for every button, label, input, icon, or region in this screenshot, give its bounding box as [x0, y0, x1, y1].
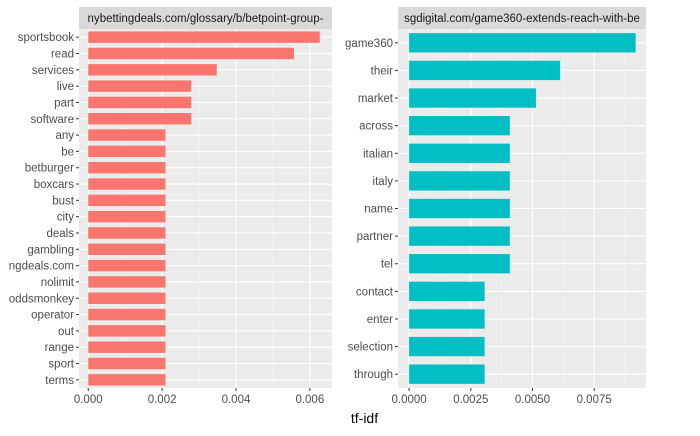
- panel-right-bar: [409, 115, 510, 136]
- panel-left-category-label: terms: [45, 375, 74, 387]
- panel-right-xtick-label: 0.0075: [577, 394, 612, 406]
- panel-right-bar: [409, 336, 485, 357]
- panel-left-strip: [79, 7, 332, 29]
- panel-right-category-label: market: [358, 93, 394, 105]
- panel-left-xtick-label: 0.004: [222, 394, 251, 406]
- panel-left-category-label: read: [51, 48, 74, 60]
- panel-left-category-label: operator: [31, 310, 74, 322]
- panel-left-bar: [88, 31, 320, 43]
- panel-right-category-label: game360: [345, 38, 393, 50]
- panel-left-bar: [88, 259, 166, 272]
- panel-left-bar: [88, 374, 166, 386]
- panel-left-bar: [88, 113, 192, 125]
- panel-left-category-label: live: [57, 81, 74, 93]
- panel-right-category-label: their: [371, 65, 394, 77]
- panel-right-bar: [409, 281, 485, 302]
- panel-right-strip-label: sgdigital.com/game360-extends-reach-with…: [404, 13, 640, 25]
- panel-left-category-label: out: [58, 326, 75, 338]
- panel-right-strip: [398, 7, 646, 29]
- panel-left-bar: [88, 292, 166, 304]
- panel-left-category-label: ngdeals.com: [9, 261, 74, 273]
- panel-left-category-label: range: [45, 342, 74, 354]
- panel-right-bar: [409, 198, 510, 219]
- panel-left-bar: [88, 276, 166, 288]
- panel-right-category-label: selection: [348, 342, 393, 354]
- panel-left-category-label: city: [57, 212, 75, 224]
- panel-left-category-label: bust: [52, 195, 75, 207]
- panel-right-bar: [409, 364, 485, 384]
- panel-left-bar: [88, 64, 217, 76]
- panel-left-xtick-label: 0.000: [74, 394, 103, 406]
- panel-left-bar: [88, 210, 166, 223]
- panel-right-bar: [409, 254, 510, 274]
- panel-left-bar: [88, 341, 166, 353]
- panel-left-category-label: services: [32, 65, 74, 77]
- panel-left-bar: [88, 145, 166, 158]
- panel-left-bar: [88, 227, 166, 239]
- panel-left-category-label: oddsmonkey: [9, 293, 74, 305]
- panel-left-bar: [88, 80, 192, 92]
- panel-right-category-label: enter: [367, 314, 393, 326]
- panel-left-bar: [88, 325, 166, 337]
- panel-left-category-label: boxcars: [34, 179, 75, 191]
- panel-right-bar: [409, 309, 485, 329]
- panel-left-bar: [88, 47, 294, 60]
- panel-left-category-label: any: [55, 130, 74, 142]
- panel-right-category-label: name: [364, 204, 393, 216]
- panel-left-xtick-label: 0.002: [148, 394, 177, 406]
- panel-left-category-label: betburger: [25, 163, 74, 175]
- x-axis-title: tf-idf: [351, 410, 378, 426]
- panel-right-category-label: partner: [357, 231, 394, 243]
- panel-right-bar: [409, 171, 510, 191]
- panel-right-bar: [409, 33, 636, 53]
- panel-left-strip-label: nybettingdeals.com/glossary/b/betpoint-g…: [88, 13, 324, 25]
- panel-right-bar: [409, 60, 561, 81]
- panel-left-bar: [88, 243, 166, 256]
- panel-left-bar: [88, 178, 166, 190]
- panel-left-category-label: deals: [47, 228, 75, 240]
- panel-right-xtick-label: 0.0000: [392, 394, 427, 406]
- panel-left-category-label: nolimit: [41, 277, 75, 289]
- panel-left-category-label: sportsbook: [18, 32, 75, 44]
- panel-right-category-label: italy: [373, 176, 394, 188]
- panel-left-bar: [88, 194, 166, 207]
- panel-right-xtick-label: 0.0050: [515, 394, 550, 406]
- panel-right-category-label: italian: [363, 148, 393, 160]
- panel-right-category-label: contact: [356, 286, 394, 298]
- panel-right-xtick-label: 0.0025: [453, 394, 488, 406]
- panel-right-bar: [409, 88, 536, 108]
- panel-right-category-label: tel: [381, 259, 393, 271]
- panel-right-bar: [409, 143, 510, 163]
- panel-left-bar: [88, 308, 166, 321]
- panel-right-category-label: through: [354, 369, 393, 381]
- panel-right-bar: [409, 226, 510, 246]
- panel-left-bar: [88, 96, 192, 109]
- panel-left-category-label: gambling: [27, 244, 74, 256]
- panel-left-category-label: be: [61, 146, 74, 158]
- panel-left-bar: [88, 357, 166, 370]
- panel-left-bar: [88, 161, 166, 174]
- panel-right-category-label: across: [359, 121, 393, 133]
- panel-left-category-label: part: [54, 97, 75, 109]
- panel-left-xtick-label: 0.006: [295, 394, 324, 406]
- panel-left-bar: [88, 129, 166, 141]
- panel-left-category-label: software: [31, 114, 74, 126]
- panel-left-category-label: sport: [48, 359, 74, 371]
